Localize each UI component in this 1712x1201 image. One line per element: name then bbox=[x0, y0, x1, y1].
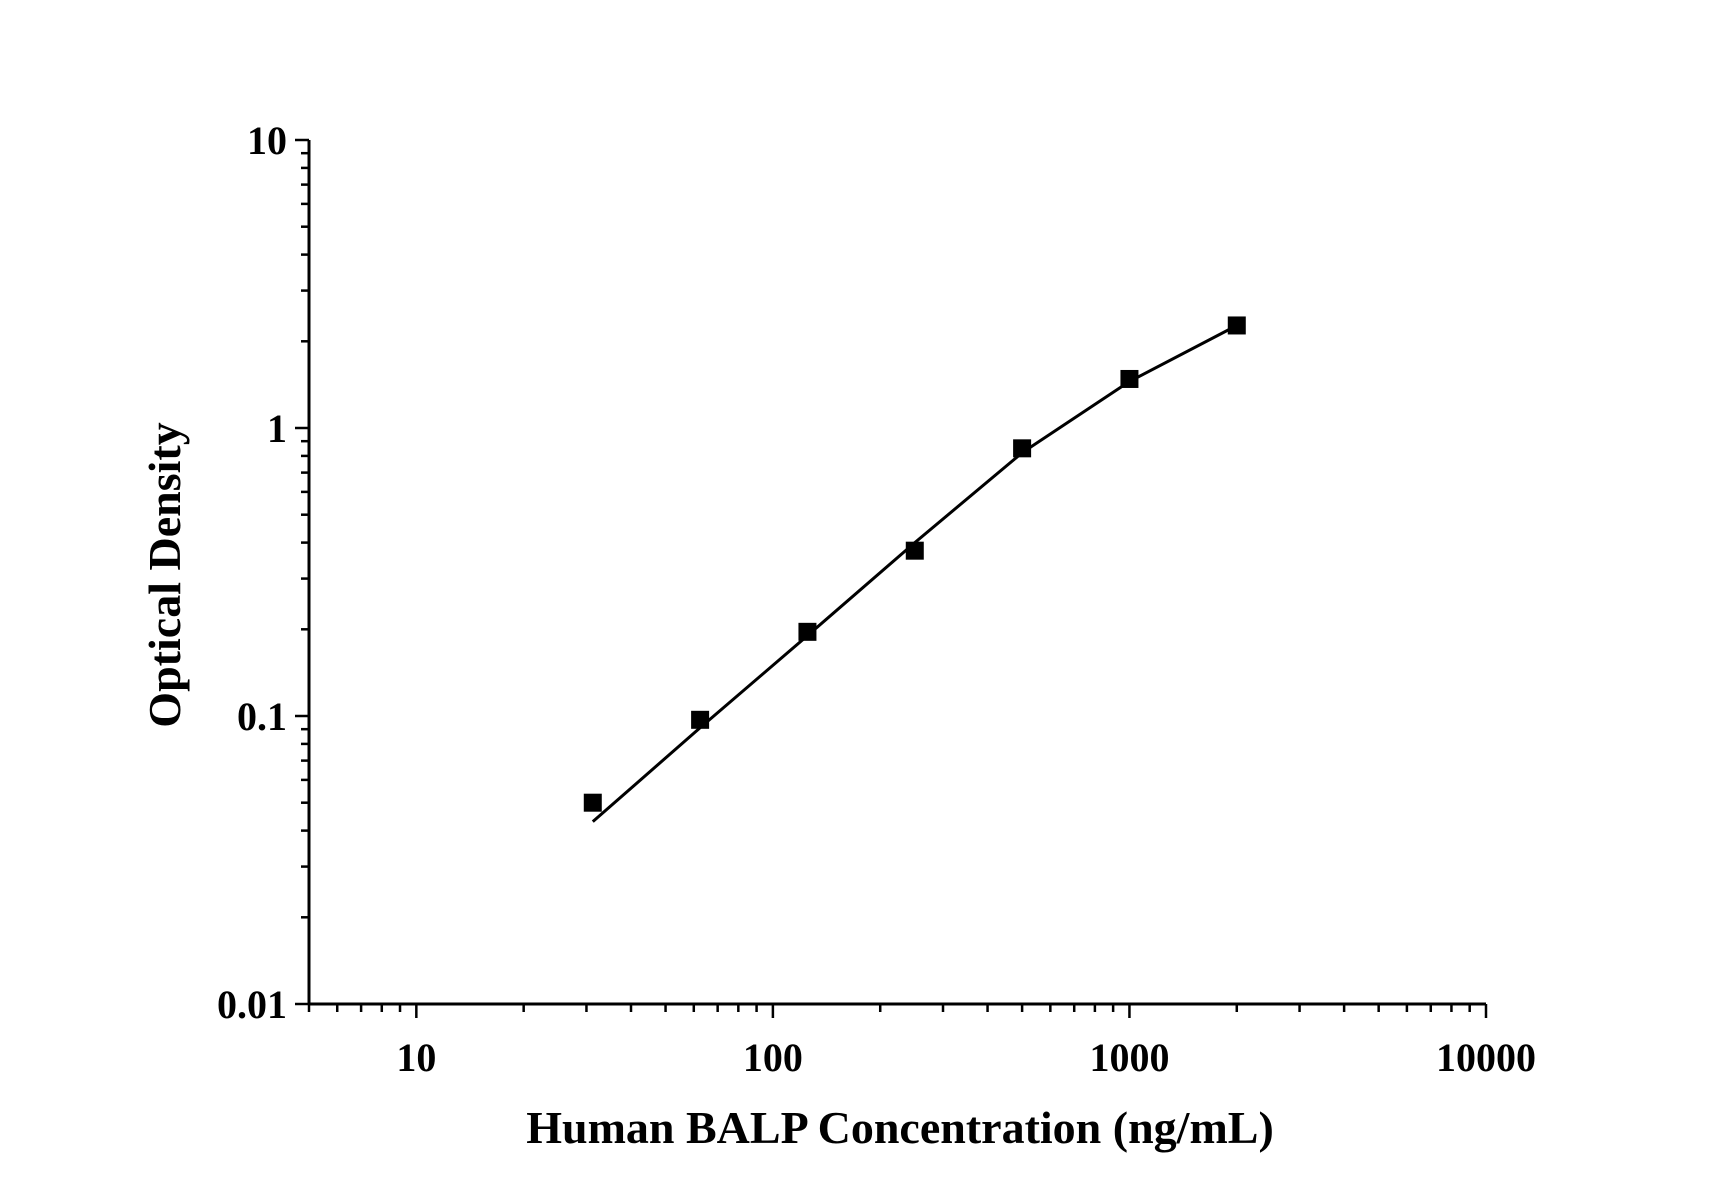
x-tick-label: 10000 bbox=[1436, 1035, 1536, 1080]
data-point-marker bbox=[691, 710, 710, 729]
y-tick-label: 0.01 bbox=[217, 982, 287, 1027]
x-tick-label: 10 bbox=[396, 1035, 436, 1080]
data-point-marker bbox=[798, 622, 817, 641]
x-axis-title: Human BALP Concentration (ng/mL) bbox=[526, 1102, 1274, 1153]
y-tick-label: 10 bbox=[247, 118, 287, 163]
data-markers-layer bbox=[583, 316, 1246, 812]
axes: 10 100 1000 10000 0.01 0.1 1 10 bbox=[217, 118, 1536, 1080]
data-point-marker bbox=[905, 541, 924, 560]
data-point-marker bbox=[1013, 439, 1032, 458]
data-point-marker bbox=[1227, 316, 1246, 335]
data-point-marker bbox=[583, 793, 602, 812]
fit-curve-layer bbox=[591, 324, 1238, 823]
y-tick-label: 0.1 bbox=[237, 694, 287, 739]
x-tick-label: 100 bbox=[743, 1035, 803, 1080]
x-tick-label: 1000 bbox=[1089, 1035, 1169, 1080]
fit-curve bbox=[591, 324, 1238, 823]
y-axis-title: Optical Density bbox=[139, 422, 190, 727]
y-tick-label: 1 bbox=[267, 406, 287, 451]
data-point-marker bbox=[1120, 369, 1139, 388]
